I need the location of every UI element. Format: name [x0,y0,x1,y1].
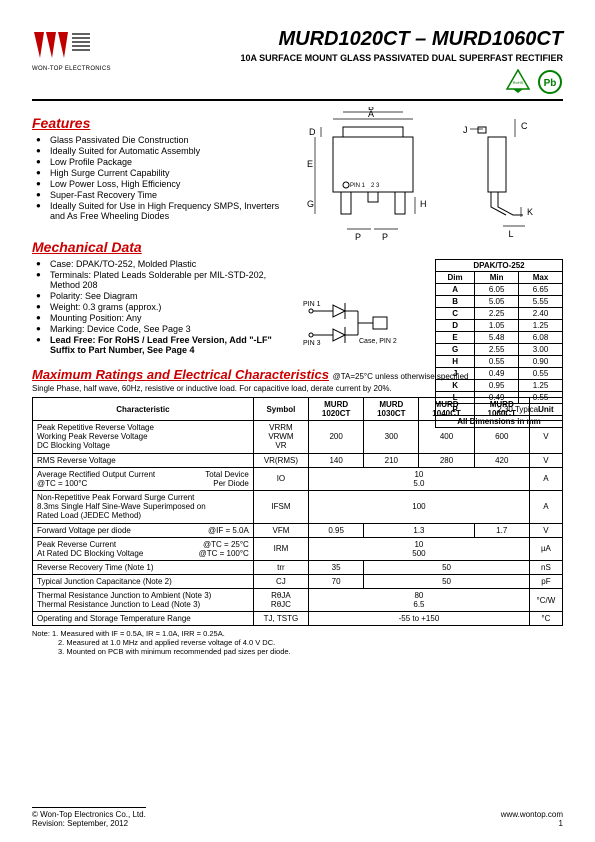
part-title: MURD1020CT – MURD1060CT [240,28,563,51]
svg-text:G: G [307,199,314,209]
features-list: Glass Passivated Die Construction Ideall… [32,135,293,221]
dim-caption: DPAK/TO-252 [435,259,563,271]
package-outline-diagram: A B D E G H P P PIN 1 2 3 C J K L [303,107,553,247]
svg-text:L: L [508,229,513,239]
note-line: Note: 1. Measured with IF = 0.5A, IR = 1… [32,629,563,638]
svg-text:P: P [355,232,361,242]
notes-block: Note: 1. Measured with IF = 0.5A, IR = 1… [32,629,563,656]
rohs-badge-icon: RoHS [505,69,531,95]
list-item: Ideally Suited for Automatic Assembly [36,146,293,156]
table-row: Peak Reverse CurrentAt Rated DC Blocking… [33,537,563,560]
list-item: Marking: Device Code, See Page 3 [36,324,293,334]
header-divider [32,99,563,101]
dim-header: Max [519,272,563,284]
table-row: Average Rectified Output Current@TC = 10… [33,467,563,490]
dimension-table-wrap: DPAK/TO-252 Dim Min Max A6.056.65 B5.055… [435,259,563,428]
svg-text:B: B [368,107,374,112]
title-block: MURD1020CT – MURD1060CT 10A SURFACE MOUN… [240,28,563,95]
table-header: Symbol [253,398,308,421]
features-title: Features [32,115,293,131]
svg-text:Pb: Pb [544,78,557,89]
svg-text:J: J [463,125,468,135]
footer: © Won-Top Electronics Co., Ltd. Revision… [32,803,563,828]
header: WON-TOP ELECTRONICS MURD1020CT – MURD106… [32,28,563,95]
note-line: 2. Measured at 1.0 MHz and applied rever… [32,638,563,647]
logo-caption: WON-TOP ELECTRONICS [32,66,111,72]
mechanical-title: Mechanical Data [32,239,293,255]
dim-footer: All Dimensions in mm [436,416,563,428]
footer-copyright: © Won-Top Electronics Co., Ltd. [32,810,146,819]
list-item: Super-Fast Recovery Time [36,190,293,200]
list-item: Lead Free: For RoHS / Lead Free Version,… [36,335,293,355]
note-line: 3. Mounted on PCB with minimum recommend… [32,647,563,656]
table-row: RMS Reverse Voltage VR(RMS) 140 210 280 … [33,453,563,467]
list-item: High Surge Current Capability [36,168,293,178]
list-item: Case: DPAK/TO-252, Molded Plastic [36,259,293,269]
svg-text:Case, PIN 2: Case, PIN 2 [359,338,397,345]
ratings-table: Characteristic Symbol MURD 1020CT MURD 1… [32,397,563,626]
svg-text:C: C [521,121,528,131]
svg-text:H: H [420,199,427,209]
table-row: Non-Repetitive Peak Forward Surge Curren… [33,490,563,523]
svg-text:K: K [527,207,533,217]
svg-text:P: P [382,232,388,242]
dimension-table: Dim Min Max A6.056.65 B5.055.55 C2.252.4… [435,271,563,428]
list-item: Mounting Position: Any [36,313,293,323]
list-item: Weight: 0.3 grams (approx.) [36,302,293,312]
svg-text:D: D [309,127,316,137]
footer-url: www.wontop.com [501,810,563,819]
pin-diagram: PIN 1 PIN 3 Case, PIN 2 [303,299,413,347]
svg-text:PIN 1: PIN 1 [303,301,321,308]
list-item: Terminals: Plated Leads Solderable per M… [36,270,293,290]
list-item: Low Power Loss, High Efficiency [36,179,293,189]
table-row: Thermal Resistance Junction to Ambient (… [33,589,563,612]
table-row: Forward Voltage per diode @IF = 5.0A VFM… [33,523,563,537]
svg-text:2 3: 2 3 [371,183,380,189]
table-row: Reverse Recovery Time (Note 1) trr 35 50… [33,561,563,575]
table-header: MURD 1030CT [364,398,419,421]
table-row: Typical Junction Capacitance (Note 2) CJ… [33,575,563,589]
svg-text:PIN 3: PIN 3 [303,340,321,347]
footer-revision: Revision: September, 2012 [32,819,146,828]
list-item: Ideally Suited for Use in High Frequency… [36,201,293,221]
pb-badge-icon: Pb [537,69,563,95]
table-header: MURD 1020CT [309,398,364,421]
dim-header: Dim [436,272,475,284]
logo-icon [32,28,92,64]
svg-text:RoHS: RoHS [513,80,524,85]
table-header: Characteristic [33,398,254,421]
table-row: Operating and Storage Temperature Range … [33,612,563,626]
footer-page: 1 [501,819,563,828]
list-item: Glass Passivated Die Construction [36,135,293,145]
logo-block: WON-TOP ELECTRONICS [32,28,111,72]
list-item: Low Profile Package [36,157,293,167]
svg-text:PIN 1: PIN 1 [350,183,366,189]
mechanical-list: Case: DPAK/TO-252, Molded Plastic Termin… [32,259,293,355]
list-item: Polarity: See Diagram [36,291,293,301]
subtitle: 10A SURFACE MOUNT GLASS PASSIVATED DUAL … [240,53,563,63]
dim-header: Min [475,272,519,284]
svg-text:E: E [307,159,313,169]
